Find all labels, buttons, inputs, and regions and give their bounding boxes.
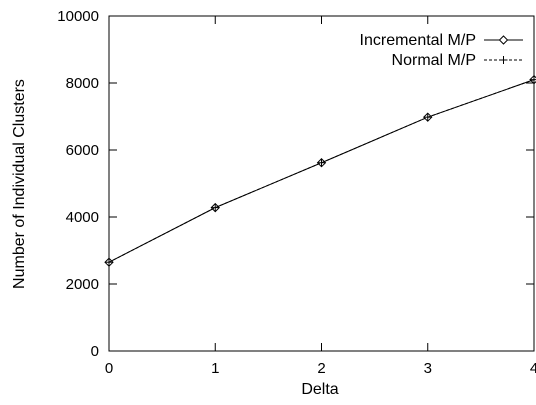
x-axis-label: Delta bbox=[301, 381, 338, 398]
series-line bbox=[108, 79, 535, 263]
x-tick-label: 3 bbox=[424, 360, 432, 377]
y-tick-label: 10000 bbox=[57, 8, 99, 25]
series-normal bbox=[105, 75, 536, 267]
x-tick-label: 0 bbox=[105, 360, 113, 377]
legend-label: Incremental M/P bbox=[360, 32, 476, 49]
y-tick-label: 2000 bbox=[66, 276, 99, 293]
y-axis-label: Number of Individual Clusters bbox=[11, 79, 28, 289]
legend-marker bbox=[499, 56, 508, 64]
y-tick-label: 6000 bbox=[66, 142, 99, 159]
data-point bbox=[423, 113, 432, 122]
data-point bbox=[317, 158, 326, 167]
data-point bbox=[211, 203, 220, 212]
legend-marker bbox=[498, 35, 509, 45]
series-line bbox=[108, 79, 535, 263]
y-tick-label: 8000 bbox=[66, 75, 99, 92]
legend-label: Normal M/P bbox=[392, 52, 476, 69]
series-layer bbox=[104, 74, 536, 267]
x-tick-label: 2 bbox=[317, 360, 325, 377]
ticks-layer: 0 2000 4000 6000 8000 10000 0 1 2 3 4 bbox=[57, 8, 536, 377]
series-incremental bbox=[104, 74, 536, 267]
x-tick-label: 1 bbox=[211, 360, 219, 377]
y-tick-label: 0 bbox=[91, 343, 99, 360]
y-tick-label: 4000 bbox=[66, 209, 99, 226]
legend-item: Normal M/P bbox=[392, 52, 523, 69]
x-tick-label: 4 bbox=[530, 360, 536, 377]
data-point bbox=[105, 258, 113, 267]
data-point bbox=[530, 75, 536, 84]
legend: Incremental M/P Normal M/P bbox=[360, 32, 523, 69]
legend-item: Incremental M/P bbox=[360, 32, 523, 49]
